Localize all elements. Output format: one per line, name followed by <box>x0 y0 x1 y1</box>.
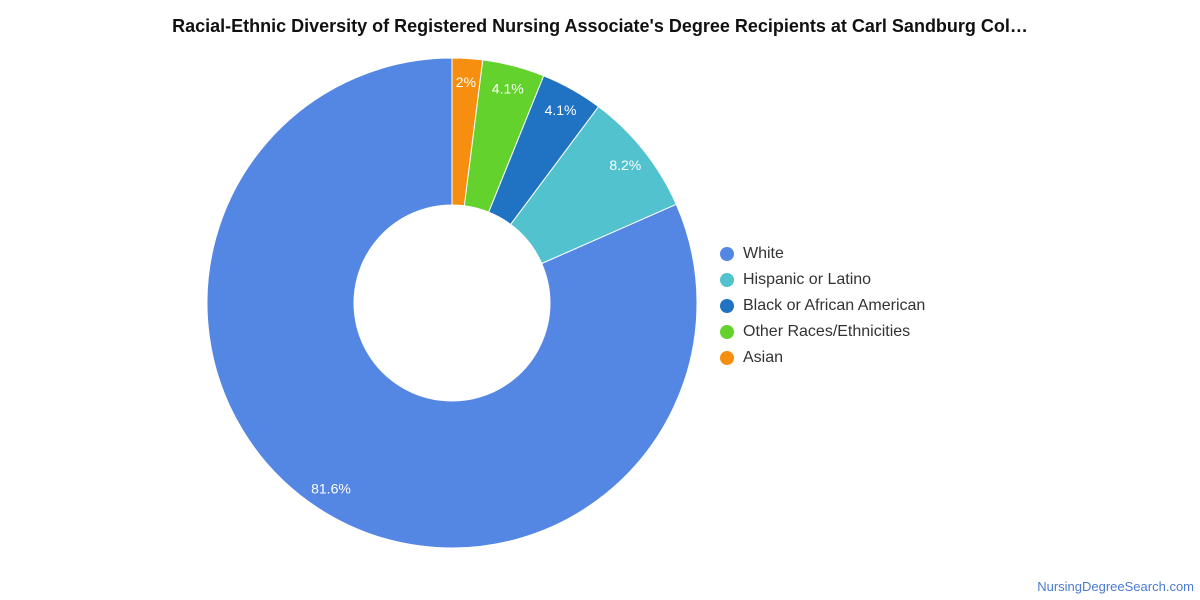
legend-item-black-or-african-american[interactable]: Black or African American <box>720 293 925 319</box>
chart-title: Racial-Ethnic Diversity of Registered Nu… <box>172 16 1028 36</box>
slice-white[interactable] <box>206 57 698 549</box>
legend-swatch <box>720 325 734 339</box>
slice-value-label: 81.6% <box>311 481 351 497</box>
legend-item-hispanic-or-latino[interactable]: Hispanic or Latino <box>720 267 925 293</box>
slice-value-label: 2% <box>456 74 476 90</box>
legend-swatch <box>720 247 734 261</box>
legend-swatch <box>720 299 734 313</box>
legend-label: Other Races/Ethnicities <box>743 323 911 340</box>
legend-label: White <box>743 245 784 262</box>
legend-item-other-races-ethnicities[interactable]: Other Races/Ethnicities <box>720 319 925 345</box>
legend-item-asian[interactable]: Asian <box>720 345 925 371</box>
slice-value-label: 4.1% <box>545 102 577 118</box>
slice-value-label: 4.1% <box>492 81 524 97</box>
legend-label: Asian <box>743 349 784 366</box>
legend-label: Black or African American <box>743 297 926 314</box>
legend: White Hispanic or Latino Black or Africa… <box>720 241 925 371</box>
legend-swatch <box>720 273 734 287</box>
slice-value-label: 8.2% <box>609 157 641 173</box>
footer-credit-link[interactable]: NursingDegreeSearch.com <box>1037 579 1194 594</box>
legend-item-white[interactable]: White <box>720 241 925 267</box>
legend-label: Hispanic or Latino <box>743 271 872 288</box>
legend-swatch <box>720 351 734 365</box>
slice-asian[interactable] <box>451 57 484 207</box>
